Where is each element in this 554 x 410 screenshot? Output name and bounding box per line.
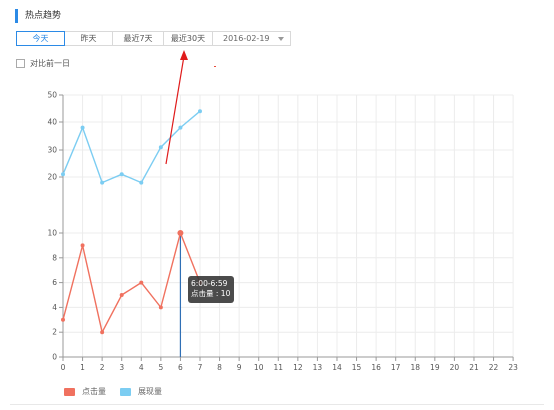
- x-tick-label: 17: [391, 363, 401, 372]
- series-point-1: [61, 172, 65, 177]
- series-point-0: [100, 330, 105, 335]
- x-tick-label: 7: [198, 363, 203, 372]
- y-tick-label: 6: [52, 278, 57, 287]
- x-tick-label: 14: [332, 363, 342, 372]
- hot-trend-panel: 热点趋势 今天 昨天 最近7天 最近30天 2016-02-19 对比前一日: [10, 0, 544, 405]
- x-tick-label: 21: [469, 363, 479, 372]
- x-tick-label: 16: [371, 363, 381, 372]
- x-tick-label: 20: [450, 363, 460, 372]
- arrow-head-icon: [180, 50, 188, 60]
- y-tick-label: 30: [47, 146, 57, 155]
- compare-previous-day[interactable]: 对比前一日: [16, 58, 70, 69]
- x-tick-label: 5: [158, 363, 163, 372]
- x-tick-label: 9: [237, 363, 242, 372]
- series-point-1: [119, 172, 124, 177]
- arrow-line: [165, 55, 185, 165]
- series-point-0: [119, 293, 124, 297]
- time-range-tabs: 今天 昨天 最近7天 最近30天 2016-02-19: [16, 31, 291, 46]
- y-tick-label: 4: [52, 303, 57, 312]
- section-title: 热点趋势: [15, 9, 61, 23]
- chart-tooltip: 6:00-6:59 点击量 : 10: [188, 276, 234, 303]
- legend-swatch-clicks: [64, 387, 75, 396]
- chart-grid: [62, 94, 514, 358]
- series-point-0: [80, 243, 85, 248]
- series-point-1: [197, 109, 202, 114]
- chevron-down-icon: [278, 37, 284, 41]
- stray-mark: [214, 66, 216, 67]
- x-tick-label: 10: [254, 363, 264, 372]
- legend-swatch-impressions: [120, 387, 131, 396]
- series-point-0: [177, 230, 184, 236]
- y-tick-label: 50: [47, 91, 57, 100]
- y-tick-label: 8: [52, 253, 57, 262]
- y-tick-label: 2: [52, 328, 57, 337]
- x-tick-label: 6: [178, 363, 183, 372]
- x-tick-label: 19: [430, 363, 440, 372]
- compare-checkbox[interactable]: [16, 59, 25, 68]
- series-point-1: [100, 180, 105, 185]
- legend-item-impressions[interactable]: 展现量: [120, 386, 162, 397]
- x-tick-label: 1: [80, 363, 85, 372]
- legend-label-clicks: 点击量: [82, 387, 106, 396]
- annotation-arrow: [165, 50, 188, 165]
- date-select[interactable]: 2016-02-19: [212, 31, 291, 46]
- x-tick-label: 8: [217, 363, 222, 372]
- legend-label-impressions: 展现量: [138, 387, 162, 396]
- y-tick-label: 10: [47, 229, 57, 238]
- tooltip-value: 点击量 : 10: [191, 289, 231, 298]
- series-point-1: [178, 125, 183, 130]
- x-tick-label: 18: [410, 363, 420, 372]
- series-line-1: [62, 110, 201, 184]
- y-tick-label: 40: [47, 118, 57, 127]
- legend-item-clicks[interactable]: 点击量: [64, 386, 106, 397]
- x-tick-label: 3: [119, 363, 124, 372]
- compare-label: 对比前一日: [30, 59, 70, 68]
- date-select-value: 2016-02-19: [223, 34, 270, 43]
- tab-last-7-days[interactable]: 最近7天: [112, 31, 164, 46]
- series-point-1: [158, 145, 163, 150]
- y-tick-label: 0: [52, 353, 57, 362]
- tooltip-time: 6:00-6:59: [191, 279, 228, 288]
- bottom-divider: [10, 404, 544, 405]
- x-tick-label: 0: [61, 363, 66, 372]
- tab-last-30-days[interactable]: 最近30天: [163, 31, 213, 46]
- x-tick-label: 15: [352, 363, 362, 372]
- y-tick-label: 20: [47, 173, 57, 182]
- chart-legend: 点击量 展现量: [64, 386, 176, 397]
- x-tick-label: 2: [100, 363, 105, 372]
- series-point-0: [61, 317, 65, 322]
- series-line-0: [62, 230, 201, 335]
- x-tick-label: 13: [313, 363, 323, 372]
- series-point-0: [158, 305, 163, 310]
- series-point-0: [139, 280, 144, 285]
- series-point-1: [80, 125, 85, 130]
- series-point-1: [139, 180, 144, 185]
- x-tick-label: 12: [293, 363, 303, 372]
- x-tick-label: 23: [508, 363, 518, 372]
- x-tick-label: 22: [489, 363, 499, 372]
- x-tick-label: 4: [139, 363, 144, 372]
- x-tick-label: 11: [273, 363, 283, 372]
- tab-today[interactable]: 今天: [16, 31, 65, 46]
